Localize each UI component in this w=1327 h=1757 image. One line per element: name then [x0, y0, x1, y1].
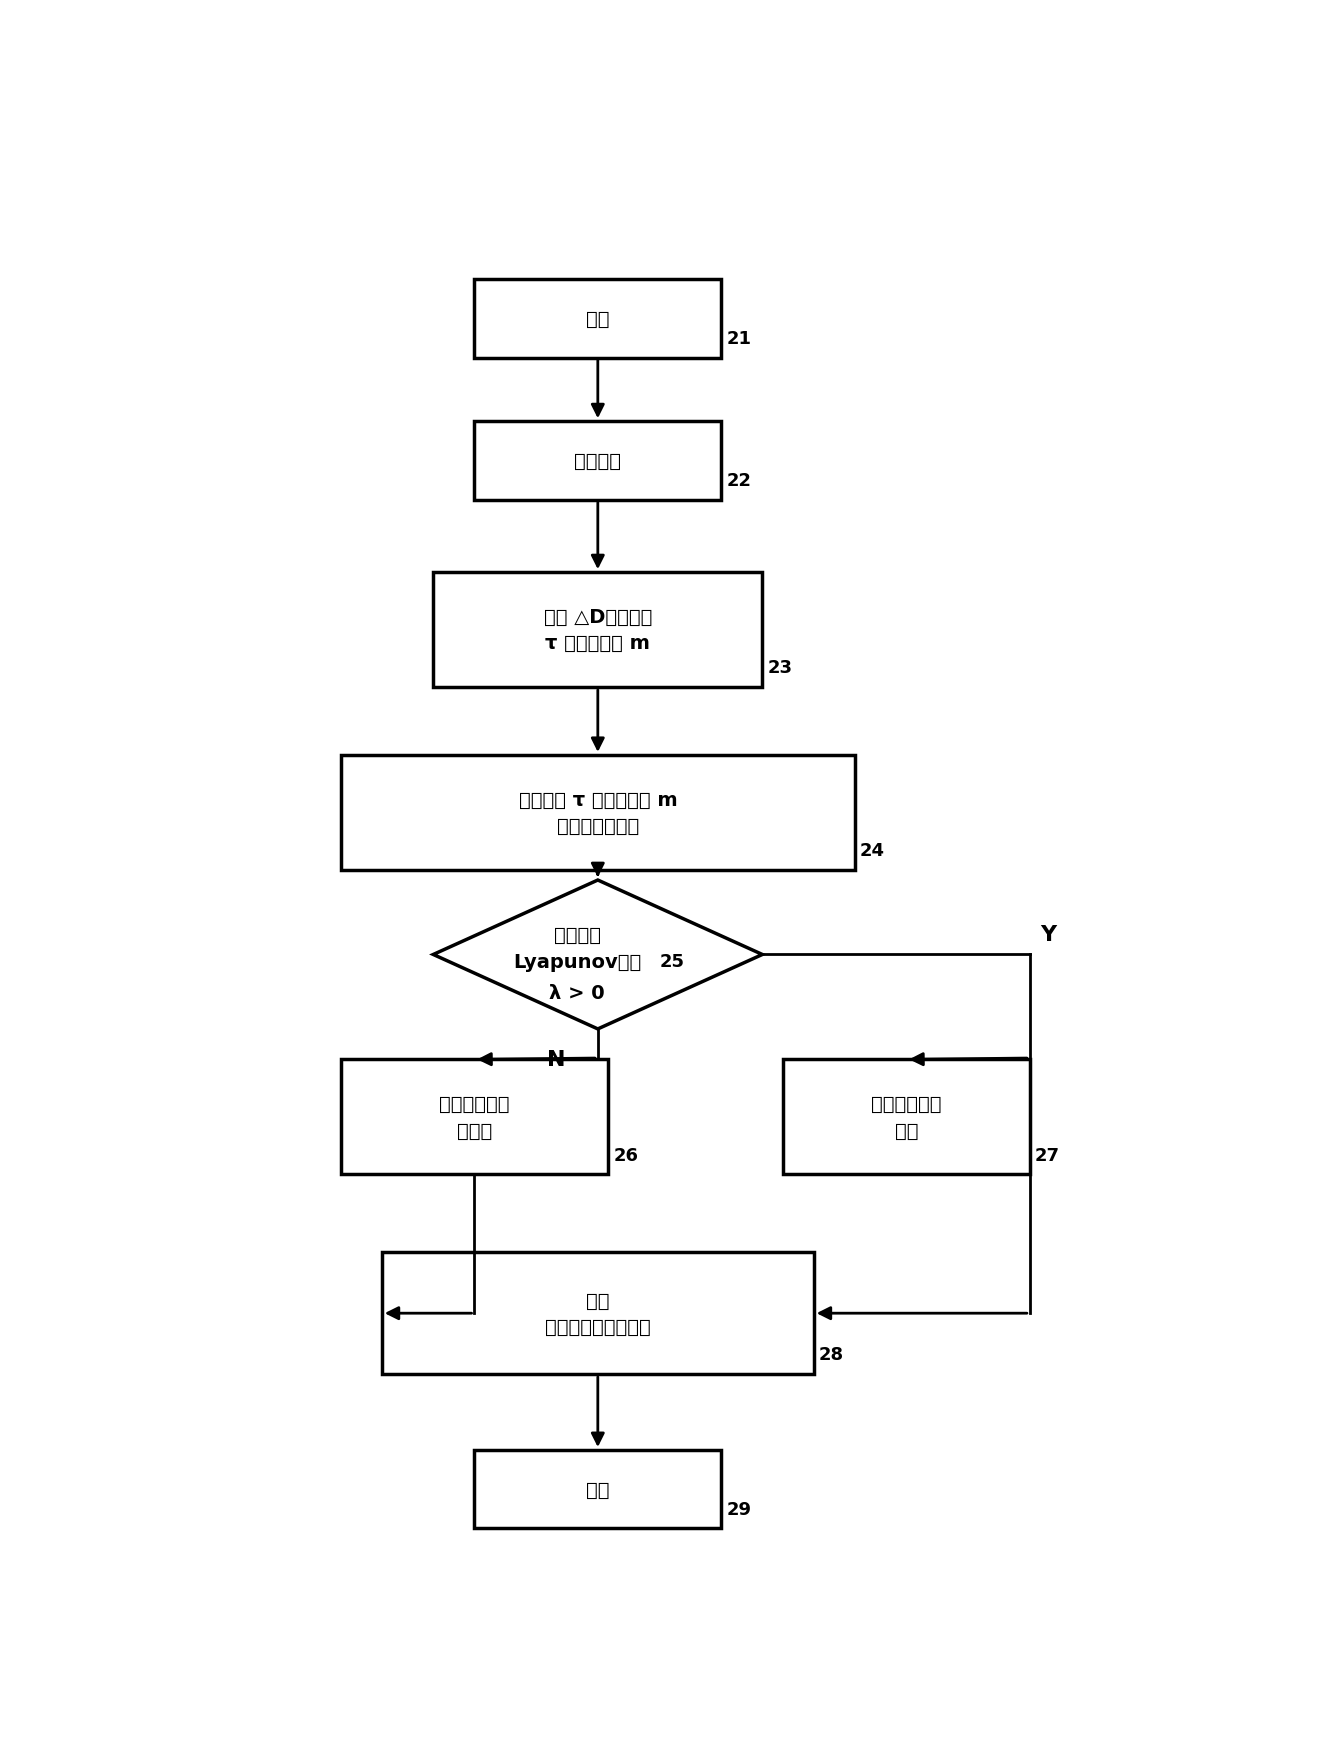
Bar: [433, 573, 762, 687]
Text: 28: 28: [819, 1346, 844, 1363]
Bar: [341, 756, 855, 870]
Bar: [475, 279, 722, 358]
Text: 通过 △D计算延时
τ 和嵌入维数 m: 通过 △D计算延时 τ 和嵌入维数 m: [544, 608, 652, 654]
Text: Y: Y: [1040, 924, 1056, 945]
Bar: [783, 1059, 1030, 1175]
Bar: [475, 422, 722, 501]
Text: 22: 22: [726, 471, 751, 490]
Text: 根据延时 τ 和嵌入维数 m
重建动力学系统: 根据延时 τ 和嵌入维数 m 重建动力学系统: [519, 791, 677, 836]
Text: 系统不存在混
沌现象: 系统不存在混 沌现象: [439, 1095, 510, 1140]
Text: 结束: 结束: [587, 1479, 609, 1499]
Bar: [382, 1253, 813, 1374]
Text: 系统存在混沌
现象: 系统存在混沌 现象: [871, 1095, 942, 1140]
Text: 24: 24: [860, 842, 885, 859]
Text: 27: 27: [1035, 1146, 1060, 1163]
Polygon shape: [433, 880, 762, 1030]
Bar: [341, 1059, 608, 1175]
Bar: [475, 1450, 722, 1529]
Text: λ > 0: λ > 0: [549, 984, 605, 1001]
Text: 开始: 开始: [587, 309, 609, 329]
Text: 23: 23: [767, 659, 792, 676]
Text: 25: 25: [660, 952, 685, 970]
Text: 计算最大: 计算最大: [553, 926, 601, 944]
Text: 读取数据: 读取数据: [575, 452, 621, 471]
Text: 21: 21: [726, 330, 751, 348]
Text: 26: 26: [613, 1146, 638, 1163]
Text: 29: 29: [726, 1500, 751, 1518]
Text: Lyapunov指数: Lyapunov指数: [514, 952, 641, 972]
Text: N: N: [548, 1049, 565, 1070]
Text: 显示
判断结果及处理建议: 显示 判断结果及处理建议: [545, 1291, 650, 1335]
